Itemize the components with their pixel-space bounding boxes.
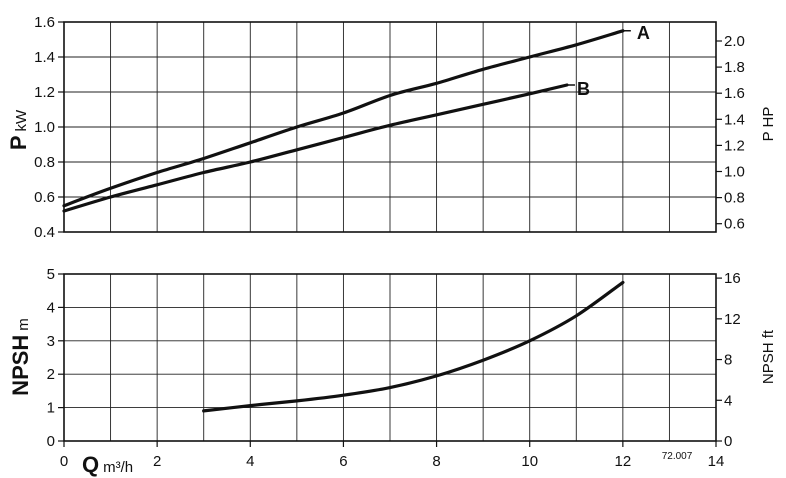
power-right-ticks: 0.6 0.8 1.0 1.2 1.4 1.6 1.8 2.0 [716,33,745,233]
power-y-axis-label: PkW [6,109,31,150]
npsh-left-tick-label: 1 [47,400,55,417]
x-tick-label: 10 [521,453,538,470]
power-right-tick-label: 0.8 [724,190,745,207]
flow-x-ticks: 0 2 4 6 8 10 12 14 [60,441,725,470]
npsh-right-tick-label: 0 [724,433,732,450]
power-left-tick-label: 1.4 [34,49,55,66]
power-chart-panel: AB 0.40.60.81.01.21.41.6 0.60.81.01.21.4… [6,14,777,241]
x-tick-label: 8 [432,453,440,470]
power-right-tick-label: 0.6 [724,216,745,233]
power-left-ticks: 0.4 0.6 0.8 1.0 1.2 1.4 1.6 [34,14,64,241]
series-b-line [62,83,569,213]
series-b-label: B [577,79,590,99]
x-tick-label: 14 [708,453,725,470]
npsh-left-tick-label: 5 [47,266,55,283]
npsh-right-tick-label: 4 [724,392,732,409]
power-left-tick-label: 0.4 [34,224,55,241]
npsh-grid [63,273,717,442]
power-right-tick-label: 1.8 [724,59,745,76]
power-hp-axis-label: P HP [760,107,777,142]
x-tick-label: 0 [60,453,68,470]
npsh-ft-axis-label: NPSH ft [760,329,777,384]
npsh-left-tick-label: 3 [47,333,55,350]
series-a-label: A [637,23,650,43]
series-a-line [62,29,625,208]
power-left-tick-label: 0.6 [34,189,55,206]
npsh-left-ticks: 0 1 2 3 4 5 [47,266,64,450]
npsh-curve-line [202,280,625,413]
power-right-tick-label: 1.2 [724,137,745,154]
power-grid [63,21,717,233]
npsh-y-axis-label: NPSHm [8,318,33,396]
npsh-curves [202,280,625,413]
npsh-right-tick-label: 16 [724,270,741,287]
x-tick-label: 2 [153,453,161,470]
x-tick-label: 6 [339,453,347,470]
power-right-tick-label: 1.0 [724,164,745,181]
x-tick-label: 12 [615,453,632,470]
power-right-tick-label: 2.0 [724,33,745,50]
power-left-tick-label: 1.0 [34,119,55,136]
npsh-plot-frame [63,273,717,442]
npsh-right-tick-label: 12 [724,311,741,328]
power-right-tick-label: 1.4 [724,111,745,128]
power-left-tick-label: 0.8 [34,154,55,171]
npsh-right-ticks: 0 4 8 12 16 [716,270,741,450]
npsh-left-tick-label: 0 [47,433,55,450]
x-tick-label: 4 [246,453,254,470]
power-right-tick-label: 1.6 [724,85,745,102]
power-left-tick-label: 1.2 [34,84,55,101]
npsh-left-tick-label: 4 [47,299,55,316]
npsh-left-tick-label: 2 [47,366,55,383]
figure-code: 72.007 [662,451,693,462]
power-curves: AB [62,23,650,213]
npsh-right-tick-label: 8 [724,352,732,369]
power-left-tick-label: 1.6 [34,14,55,31]
